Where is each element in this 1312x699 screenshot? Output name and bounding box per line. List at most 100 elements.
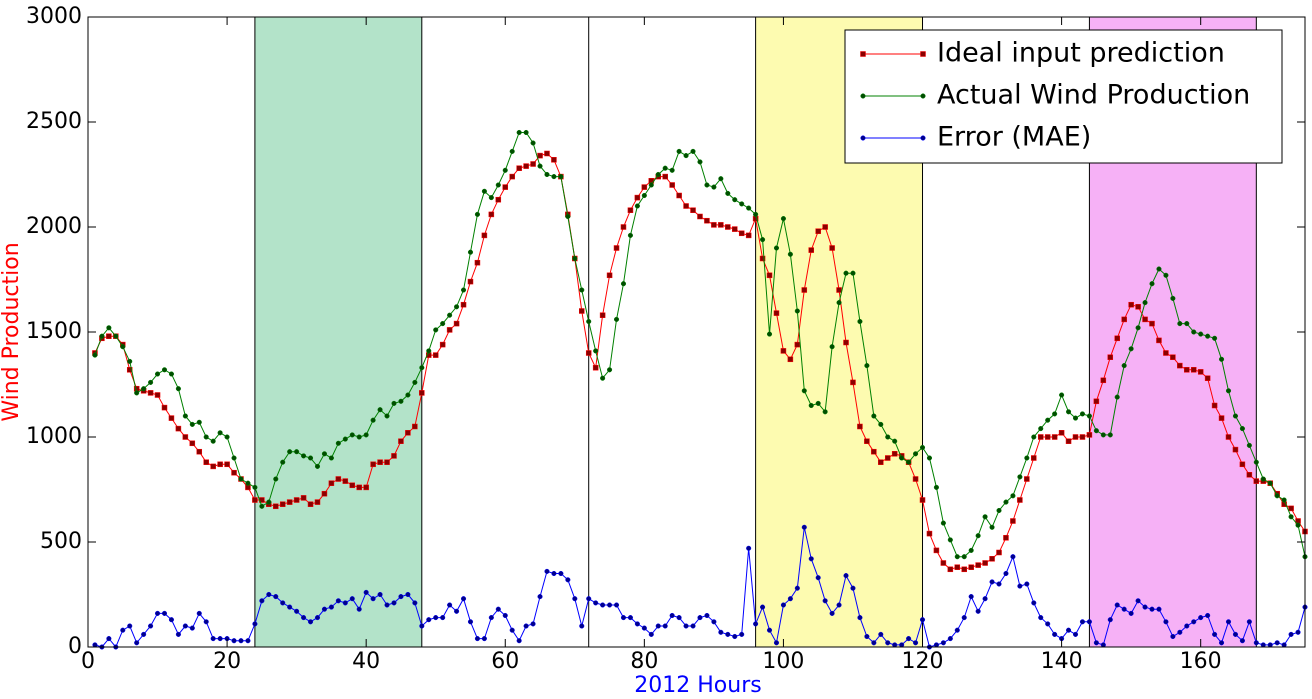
data-point	[1163, 272, 1169, 278]
data-point	[662, 173, 668, 180]
data-point	[1156, 266, 1162, 272]
data-point	[753, 211, 759, 217]
data-point	[127, 358, 133, 364]
data-point	[384, 459, 390, 465]
data-point	[676, 148, 682, 154]
data-point	[398, 398, 404, 404]
data-point	[718, 629, 724, 635]
data-point	[287, 449, 293, 455]
data-point	[1086, 413, 1092, 419]
data-point	[405, 591, 411, 598]
legend-marker	[920, 93, 926, 99]
data-point	[607, 602, 613, 608]
data-point	[1037, 434, 1044, 440]
data-point	[134, 640, 140, 646]
data-point	[697, 615, 703, 621]
data-point	[850, 585, 856, 591]
data-point	[982, 514, 988, 520]
data-point	[1177, 362, 1183, 369]
data-point	[829, 245, 835, 251]
data-point	[982, 560, 988, 566]
data-point	[864, 438, 870, 444]
data-point	[92, 352, 98, 358]
data-point	[328, 455, 334, 461]
data-point	[307, 501, 314, 507]
data-point	[1066, 627, 1072, 633]
data-point	[648, 182, 654, 188]
data-point	[711, 184, 717, 190]
data-point	[1149, 606, 1155, 612]
data-point	[843, 573, 849, 579]
data-point	[773, 245, 780, 251]
data-point	[391, 453, 397, 459]
data-point	[502, 167, 508, 173]
data-point	[279, 501, 286, 507]
data-point	[829, 344, 835, 350]
plot	[92, 129, 1308, 650]
x-tick-label: 120	[902, 649, 944, 674]
data-point	[245, 638, 251, 644]
data-point	[871, 640, 877, 646]
data-point	[613, 602, 620, 608]
data-point	[641, 184, 648, 190]
data-point	[370, 461, 376, 468]
data-point	[933, 484, 939, 490]
data-point	[126, 367, 133, 373]
data-point	[613, 316, 620, 322]
data-point	[1212, 631, 1218, 637]
data-point	[1212, 335, 1218, 341]
data-point	[439, 341, 446, 348]
data-point	[377, 591, 383, 598]
data-point	[342, 478, 349, 484]
data-point	[585, 350, 592, 356]
data-point	[1204, 375, 1211, 381]
data-point	[878, 459, 884, 465]
data-point	[1031, 455, 1037, 461]
data-point	[1142, 604, 1148, 610]
x-tick-label: 20	[213, 649, 241, 674]
y-axis-label: Wind Production	[0, 242, 24, 421]
legend-marker	[920, 135, 926, 141]
data-point	[440, 615, 446, 621]
data-point	[600, 602, 606, 608]
data-point	[203, 459, 209, 465]
data-point	[1170, 295, 1176, 301]
data-point	[627, 232, 633, 238]
data-point	[1045, 417, 1051, 423]
data-point	[1024, 476, 1030, 482]
data-point	[1114, 394, 1120, 400]
data-point	[634, 621, 640, 627]
data-point	[634, 203, 640, 209]
data-point	[551, 570, 557, 577]
data-point	[954, 627, 960, 633]
data-point	[266, 499, 272, 505]
data-point	[899, 455, 905, 461]
data-point	[808, 402, 814, 409]
data-point	[1059, 392, 1065, 398]
series	[92, 129, 1308, 560]
data-point	[349, 482, 356, 489]
data-point	[307, 455, 314, 461]
x-tick-label: 160	[1180, 649, 1222, 674]
data-point	[453, 320, 460, 327]
data-point	[398, 594, 404, 600]
data-point	[405, 392, 411, 398]
data-point	[1184, 623, 1190, 629]
data-point	[794, 341, 801, 348]
data-point	[1142, 316, 1148, 323]
data-point	[843, 339, 849, 346]
data-point	[182, 623, 188, 629]
data-point	[252, 484, 258, 490]
data-point	[891, 451, 898, 457]
data-point	[1239, 461, 1246, 468]
data-point	[1246, 619, 1252, 625]
data-point	[565, 213, 571, 220]
data-point	[780, 216, 786, 222]
data-point	[1253, 459, 1259, 465]
data-point	[1072, 415, 1079, 421]
data-point	[544, 568, 550, 574]
data-point	[252, 621, 258, 627]
x-tick-label: 40	[352, 649, 380, 674]
data-point	[773, 640, 780, 646]
data-point	[982, 596, 988, 602]
